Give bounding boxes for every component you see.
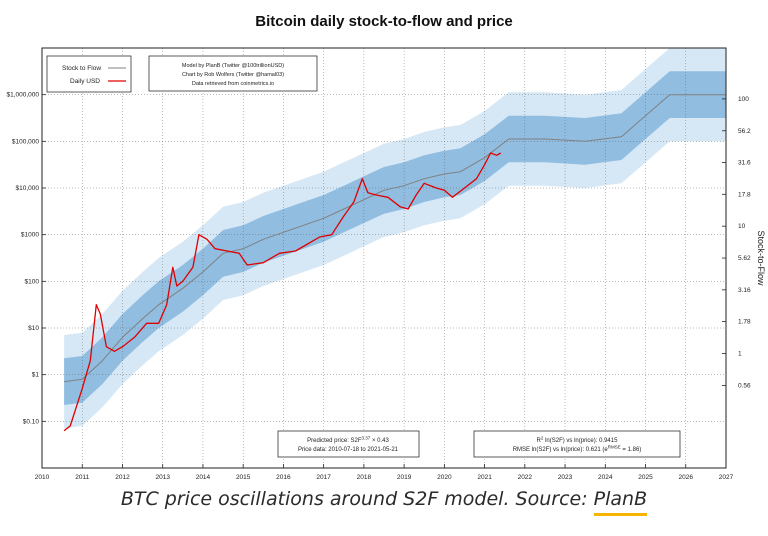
legend-label-s2f: Stock to Flow (62, 65, 101, 72)
y-tick-label: $1,000,000 (6, 92, 39, 99)
y-tick-label: $100,000 (12, 138, 39, 145)
legend-label-usd: Daily USD (70, 78, 100, 85)
svg-text:RMSE ln(S2F) vs ln(price): 0.6: RMSE ln(S2F) vs ln(price): 0.621 (eRMSE … (513, 445, 642, 454)
r2-exponent: 2 (541, 436, 544, 441)
caption: BTC price oscillations around S2F model.… (0, 488, 768, 516)
outer-band (64, 48, 727, 429)
grid (41, 48, 727, 468)
x-tick-label: 2022 (518, 474, 533, 481)
y-tick-label: $100 (25, 278, 40, 285)
info-box: Model by PlanB (Twitter @100trillionUSD)… (148, 55, 318, 92)
x-tick-label: 2020 (437, 474, 452, 481)
y2-axis-label: Stock-to-Flow (756, 230, 766, 286)
y2-tick-label: 100 (738, 96, 749, 103)
chart-title: Bitcoin daily stock-to-flow and price (255, 13, 513, 30)
y2-tick-label: 5.62 (738, 255, 751, 262)
x-tick-label: 2021 (477, 474, 492, 481)
x-tick-label: 2026 (679, 474, 694, 481)
y-tick-label: $1000 (21, 232, 39, 239)
y2-tick-label: 56.2 (738, 128, 751, 135)
y-tick-label: $0.10 (23, 418, 40, 425)
x-tick-label: 2018 (357, 474, 372, 481)
caption-text: BTC price oscillations around S2F model.… (120, 488, 594, 510)
info-line-1: Model by PlanB (Twitter @100trillionUSD) (182, 63, 284, 69)
series-line-daily-usd (63, 152, 502, 432)
y2-tick-label: 1.78 (738, 319, 751, 326)
legend: Stock to Flow Daily USD (46, 55, 132, 93)
y2-axis-ticks: 0.56 1 1.78 3.16 5.62 10 17.8 31.6 56.2 100 (722, 96, 751, 390)
x-tick-label: 2012 (115, 474, 130, 481)
series-line-stock-to-flow (64, 94, 726, 383)
annotation-box-left: Predicted price: S2F3.37 × 0.43 Price da… (277, 430, 420, 458)
rmse-text: RMSE ln(S2F) vs ln(price): 0.621 (e (513, 447, 609, 453)
rmse-suffix: = 1.86) (621, 447, 642, 453)
annotation-box-right: R2 ln(S2F) vs ln(price): 0.9415 RMSE ln(… (473, 430, 681, 458)
x-tick-label: 2013 (155, 474, 170, 481)
y2-tick-label: 31.6 (738, 160, 751, 167)
x-tick-label: 2010 (35, 474, 50, 481)
chart: Bitcoin daily stock-to-flow and price 20… (6, 13, 766, 481)
x-tick-label: 2017 (316, 474, 331, 481)
x-tick-label: 2016 (276, 474, 291, 481)
series (63, 94, 726, 432)
r2-value: ln(S2F) vs ln(price): 0.9415 (543, 438, 618, 444)
y2-tick-label: 17.8 (738, 191, 751, 198)
r2-prefix: R (537, 438, 542, 444)
source-link[interactable]: PlanB (593, 488, 648, 516)
inner-band (64, 71, 727, 406)
x-axis-ticks: 2010 2011 2012 2013 2014 2015 2016 2017 2018 2019… (35, 464, 734, 481)
x-tick-label: 2015 (236, 474, 251, 481)
rmse-exponent: RMSE (608, 445, 621, 450)
x-tick-label: 2019 (397, 474, 412, 481)
y2-tick-label: 3.16 (738, 287, 751, 294)
svg-text:Predicted price: S2F3.37 × 0.4: Predicted price: S2F3.37 × 0.43 (307, 436, 389, 445)
y-tick-label: $1 (32, 372, 40, 379)
y2-tick-label: 0.56 (738, 383, 751, 390)
svg-text:R2 ln(S2F) vs ln(price): 0.941: R2 ln(S2F) vs ln(price): 0.9415 (537, 436, 619, 445)
y2-tick-label: 1 (738, 350, 742, 357)
x-tick-label: 2027 (719, 474, 734, 481)
outer-band-area (64, 48, 727, 429)
price-data-range: Price data: 2010-07-18 to 2021-05-21 (298, 447, 399, 453)
x-tick-label: 2023 (558, 474, 573, 481)
y-axis-ticks: $0.10 $1 $10 $100 $1000 $10,000 $100,000 $1,000… (6, 92, 46, 425)
predicted-price-text: Predicted price: S2F (307, 438, 362, 444)
x-tick-label: 2011 (75, 474, 89, 481)
x-tick-label: 2014 (196, 474, 211, 481)
x-tick-label: 2025 (638, 474, 653, 481)
predicted-price-exponent: 3.37 (362, 436, 371, 441)
y-tick-label: $10 (28, 325, 39, 332)
info-line-3: Data retrieved from coinmetrics.io (192, 81, 274, 87)
x-tick-label: 2024 (598, 474, 613, 481)
info-line-2: Chart by Rob Wolfers (Twitter @hamal03) (182, 72, 284, 78)
y2-tick-label: 10 (738, 223, 746, 230)
inner-band-area (64, 71, 727, 406)
y-tick-label: $10,000 (16, 185, 40, 192)
predicted-price-factor: × 0.43 (370, 438, 389, 444)
